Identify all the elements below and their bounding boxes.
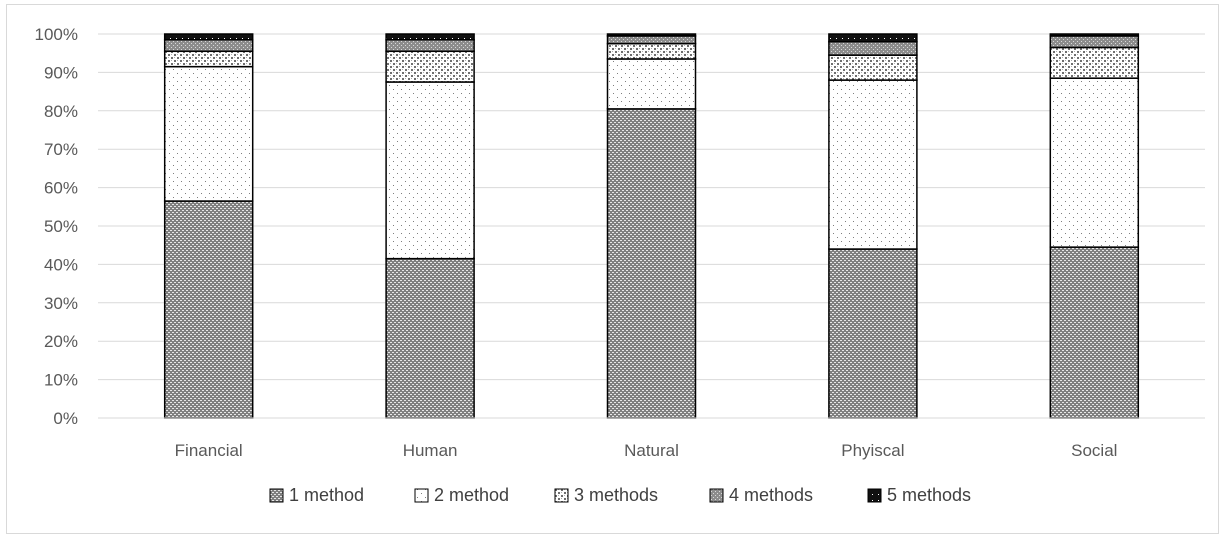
legend-label: 3 methods [574, 485, 658, 505]
x-tick-label: Natural [624, 441, 679, 460]
y-tick-label: 60% [44, 179, 78, 198]
bar-segment-4 [1049, 35, 1140, 49]
legend-swatch [554, 488, 569, 503]
bar-segment-4 [828, 40, 918, 56]
bar-segment-3 [828, 54, 918, 81]
x-tick-label: Social [1071, 441, 1117, 460]
x-tick-label: Phyiscal [841, 441, 904, 460]
bar-segment-4 [606, 35, 697, 45]
bar-stack-financial [163, 33, 254, 419]
legend-label: 4 methods [729, 485, 813, 505]
legend-entry: 5 methods [867, 485, 971, 505]
y-tick-label: 20% [44, 332, 78, 351]
legend-label: 1 method [289, 485, 364, 505]
bar-segment-3 [1049, 46, 1140, 79]
bar-segment-1 [1049, 246, 1140, 419]
bar-segment-5 [606, 33, 697, 37]
x-tick-label: Financial [175, 441, 243, 460]
legend-swatch [269, 488, 284, 503]
legend-entry: 4 methods [709, 485, 813, 505]
bar-segment-3 [163, 50, 254, 68]
bar-stack-phyiscal [828, 33, 918, 419]
y-axis-tick-labels: 0% 10% 20% 30% 40% 50% 60% 70% 80% 90% 100% [35, 25, 78, 428]
y-tick-label: 30% [44, 294, 78, 313]
legend: 1 method 2 method 3 methods 4 methods 5 meth… [269, 485, 971, 505]
y-tick-label: 10% [44, 371, 78, 390]
y-tick-label: 100% [35, 25, 78, 44]
y-tick-label: 70% [44, 140, 78, 159]
bars [163, 33, 1140, 419]
x-tick-label: Human [403, 441, 458, 460]
bar-segment-2 [385, 81, 475, 260]
bar-segment-1 [828, 248, 918, 419]
bar-segment-5 [385, 33, 475, 41]
y-tick-label: 40% [44, 255, 78, 274]
bar-segment-2 [1049, 77, 1140, 248]
legend-swatch [867, 488, 882, 503]
bar-segment-3 [385, 50, 475, 83]
bar-segment-4 [385, 39, 475, 53]
y-tick-label: 90% [44, 63, 78, 82]
legend-swatch [414, 488, 429, 503]
bar-stack-human [385, 33, 475, 419]
bar-segment-1 [163, 200, 254, 419]
legend-label: 2 method [434, 485, 509, 505]
x-axis-tick-labels: Financial Human Natural Phyiscal Social [175, 441, 1118, 460]
y-tick-label: 0% [53, 409, 78, 428]
bar-segment-5 [828, 33, 918, 43]
y-tick-label: 50% [44, 217, 78, 236]
bar-segment-5 [1049, 33, 1140, 37]
bar-stack-natural [606, 33, 697, 419]
bar-segment-4 [163, 39, 254, 53]
legend-entry: 3 methods [554, 485, 658, 505]
legend-swatch [709, 488, 724, 503]
legend-entry: 2 method [414, 485, 509, 505]
bar-segment-1 [606, 108, 697, 419]
bar-segment-5 [163, 33, 254, 41]
bar-stack-social [1049, 33, 1140, 419]
legend-label: 5 methods [887, 485, 971, 505]
bar-segment-3 [606, 42, 697, 60]
bar-segment-2 [606, 58, 697, 110]
y-tick-label: 80% [44, 102, 78, 121]
bar-segment-2 [163, 65, 254, 202]
legend-entry: 1 method [269, 485, 364, 505]
bar-segment-1 [385, 257, 475, 419]
bar-segment-2 [828, 79, 918, 250]
chart-frame [6, 4, 1219, 534]
